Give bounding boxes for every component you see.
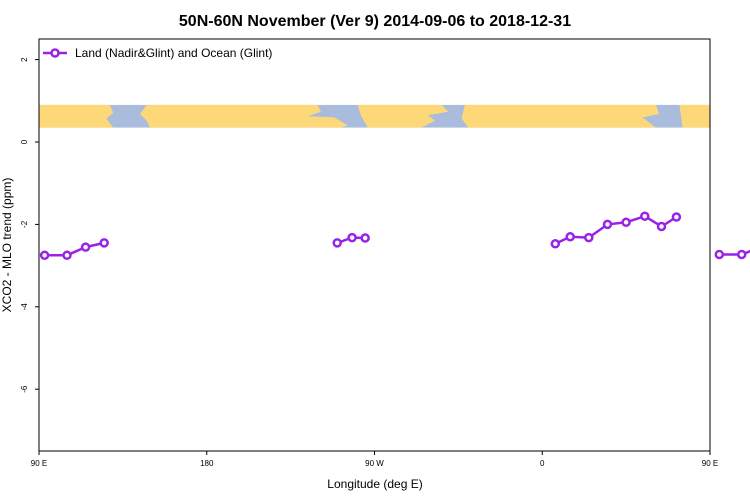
data-point-0-2-7 xyxy=(671,212,682,222)
x-axis: 90 E 180 90 W 0 90 E xyxy=(31,451,718,468)
chart-title: 50N-60N November (Ver 9) 2014-09-06 to 2… xyxy=(179,13,571,30)
map-land-4 xyxy=(679,104,710,128)
y-tick-label-4: -6 xyxy=(20,385,29,393)
data-point-0-2-1 xyxy=(565,232,575,242)
legend: Land (Nadir&Glint) and Ocean (Glint) xyxy=(43,46,272,60)
y-tick-label-0: 2 xyxy=(20,57,29,62)
map-land-0 xyxy=(39,104,114,128)
legend-label-0: Land (Nadir&Glint) and Ocean (Glint) xyxy=(75,46,272,60)
y-tick-label-1: 0 xyxy=(20,139,29,144)
data-point-0-2-6 xyxy=(656,221,667,232)
x-tick-label-4: 90 E xyxy=(702,459,718,468)
data-point-0-3-1 xyxy=(736,249,747,260)
data-point-0-0-1 xyxy=(62,250,72,261)
y-axis-label: XCO2 - MLO trend (ppm) xyxy=(0,178,14,313)
map-land-3 xyxy=(461,104,660,128)
x-tick-label-3: 0 xyxy=(540,459,545,468)
x-tick-label-1: 180 xyxy=(200,459,214,468)
plot-frame xyxy=(38,38,711,452)
series-line-0-3 xyxy=(719,249,750,256)
data-point-0-1-2 xyxy=(360,233,370,243)
data-point-0-2-4 xyxy=(621,217,631,228)
x-axis-label: Longitude (deg E) xyxy=(327,477,422,491)
data-point-0-2-2 xyxy=(584,232,594,243)
map-band xyxy=(39,104,710,128)
data-point-0-2-3 xyxy=(602,219,613,230)
data-point-0-3-0 xyxy=(714,249,725,260)
series-layer xyxy=(39,211,750,261)
data-point-0-2-0 xyxy=(550,239,561,249)
data-point-0-1-1 xyxy=(347,232,357,243)
series-line-0-0 xyxy=(44,241,105,257)
y-tick-label-3: -4 xyxy=(20,303,29,311)
map-land-1 xyxy=(140,104,348,128)
data-point-0-0-0 xyxy=(39,250,50,261)
y-axis: 2 0 -2 -4 -6 xyxy=(20,57,39,393)
legend-marker-0 xyxy=(50,48,60,58)
data-point-0-1-0 xyxy=(332,238,342,248)
data-point-0-0-2 xyxy=(80,242,91,252)
y-tick-label-2: -2 xyxy=(20,220,29,228)
x-tick-label-2: 90 W xyxy=(365,459,384,468)
data-point-0-0-3 xyxy=(99,238,109,248)
plot-area xyxy=(38,38,711,452)
map-land-2 xyxy=(357,104,449,128)
x-tick-label-0: 90 E xyxy=(31,459,47,468)
data-point-0-2-5 xyxy=(640,211,650,221)
